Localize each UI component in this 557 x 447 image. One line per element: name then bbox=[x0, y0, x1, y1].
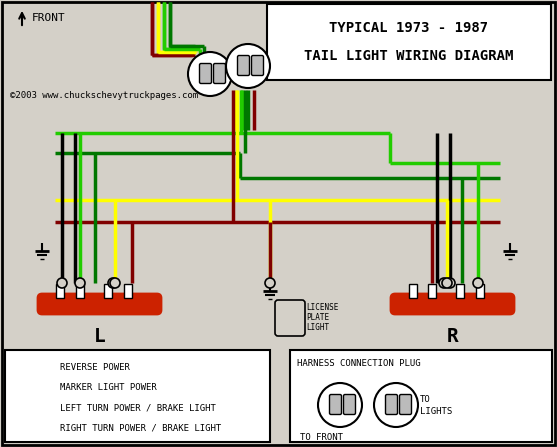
FancyBboxPatch shape bbox=[252, 55, 263, 76]
Text: LICENSE: LICENSE bbox=[306, 304, 338, 312]
Text: REVERSE POWER: REVERSE POWER bbox=[60, 363, 130, 372]
Text: TO: TO bbox=[420, 396, 431, 405]
Bar bbox=[456, 284, 464, 298]
Text: HARNESS CONNECTION PLUG: HARNESS CONNECTION PLUG bbox=[297, 358, 421, 367]
Bar bbox=[5, 350, 270, 442]
Circle shape bbox=[110, 278, 120, 288]
Bar bbox=[267, 4, 551, 80]
Circle shape bbox=[226, 44, 270, 88]
FancyBboxPatch shape bbox=[399, 395, 412, 414]
Text: FRONT: FRONT bbox=[32, 13, 66, 23]
Text: L: L bbox=[94, 326, 106, 346]
Circle shape bbox=[439, 278, 449, 288]
Bar bbox=[76, 284, 84, 298]
FancyBboxPatch shape bbox=[330, 395, 341, 414]
Text: R: R bbox=[447, 326, 459, 346]
FancyBboxPatch shape bbox=[385, 395, 398, 414]
Circle shape bbox=[265, 278, 275, 288]
Circle shape bbox=[188, 52, 232, 96]
FancyBboxPatch shape bbox=[391, 294, 514, 314]
FancyBboxPatch shape bbox=[344, 395, 355, 414]
Text: TYPICAL 1973 - 1987: TYPICAL 1973 - 1987 bbox=[329, 21, 488, 35]
Circle shape bbox=[473, 278, 483, 288]
FancyBboxPatch shape bbox=[199, 63, 212, 84]
FancyBboxPatch shape bbox=[38, 294, 161, 314]
Circle shape bbox=[445, 278, 455, 288]
FancyBboxPatch shape bbox=[213, 63, 226, 84]
Bar bbox=[56, 284, 64, 298]
Text: PLATE: PLATE bbox=[306, 313, 329, 322]
Circle shape bbox=[108, 278, 118, 288]
Text: RIGHT TURN POWER / BRAKE LIGHT: RIGHT TURN POWER / BRAKE LIGHT bbox=[60, 423, 221, 433]
Bar bbox=[428, 284, 436, 298]
Bar bbox=[290, 350, 552, 442]
Bar bbox=[476, 284, 484, 298]
Bar bbox=[124, 284, 132, 298]
Bar bbox=[104, 284, 112, 298]
Circle shape bbox=[75, 278, 85, 288]
Text: LIGHT: LIGHT bbox=[306, 324, 329, 333]
Text: LEFT TURN POWER / BRAKE LIGHT: LEFT TURN POWER / BRAKE LIGHT bbox=[60, 404, 216, 413]
Circle shape bbox=[442, 278, 452, 288]
Circle shape bbox=[57, 278, 67, 288]
Circle shape bbox=[318, 383, 362, 427]
Text: TAIL LIGHT WIRING DIAGRAM: TAIL LIGHT WIRING DIAGRAM bbox=[304, 49, 514, 63]
FancyBboxPatch shape bbox=[275, 300, 305, 336]
Circle shape bbox=[374, 383, 418, 427]
FancyBboxPatch shape bbox=[237, 55, 250, 76]
Text: MARKER LIGHT POWER: MARKER LIGHT POWER bbox=[60, 384, 157, 392]
Text: ©2003 www.chuckschevytruckpages.com: ©2003 www.chuckschevytruckpages.com bbox=[10, 90, 198, 100]
Bar bbox=[409, 284, 417, 298]
Text: LIGHTS: LIGHTS bbox=[420, 408, 452, 417]
Text: TO FRONT: TO FRONT bbox=[300, 433, 343, 442]
